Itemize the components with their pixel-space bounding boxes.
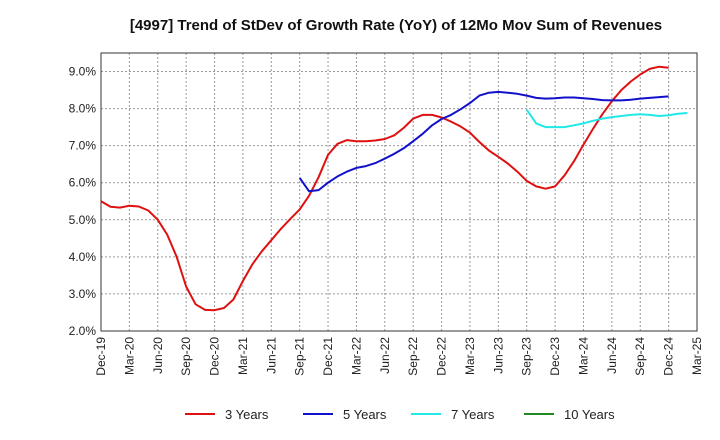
legend-label: 5 Years — [343, 407, 387, 422]
x-tick-label: Dec-21 — [321, 337, 335, 376]
series-line-7-years — [525, 109, 688, 129]
x-tick-label: Jun-23 — [491, 337, 505, 374]
x-tick-label: Jun-22 — [378, 337, 392, 374]
x-tick-label: Mar-22 — [349, 337, 363, 375]
x-tick-label: Mar-25 — [690, 337, 704, 375]
x-tick-label: Sep-21 — [293, 337, 307, 376]
y-tick-label: 2.0% — [69, 324, 97, 338]
y-tick-label: 7.0% — [69, 139, 97, 153]
y-tick-label: 8.0% — [69, 102, 97, 116]
legend-label: 7 Years — [451, 407, 495, 422]
y-tick-label: 9.0% — [69, 65, 97, 79]
x-tick-label: Sep-23 — [520, 337, 534, 376]
plot-frame — [100, 52, 698, 332]
x-tick-label: Dec-20 — [208, 337, 222, 376]
x-tick-label: Dec-19 — [94, 337, 108, 376]
x-tick-label: Sep-22 — [406, 337, 420, 376]
legend-label: 3 Years — [225, 407, 269, 422]
x-tick-label: Mar-21 — [236, 337, 250, 375]
y-axis: 9.0% 8.0% 7.0% 6.0% 5.0% 4.0% 3.0% 2.0% — [69, 65, 97, 338]
x-tick-label: Jun-21 — [264, 337, 278, 374]
x-tick-label: Sep-20 — [179, 337, 193, 376]
x-tick-label: Jun-24 — [605, 337, 619, 374]
y-tick-label: 6.0% — [69, 176, 97, 190]
legend: 3 Years 5 Years 7 Years 10 Years — [185, 407, 615, 422]
y-tick-label: 5.0% — [69, 213, 97, 227]
x-tick-label: Jun-20 — [151, 337, 165, 374]
legend-label: 10 Years — [564, 407, 615, 422]
x-tick-label: Dec-23 — [548, 337, 562, 376]
series-line-3-years — [100, 65, 669, 312]
x-tick-label: Sep-24 — [633, 337, 647, 376]
series-layer — [100, 65, 688, 312]
x-tick-label: Mar-23 — [463, 337, 477, 375]
plot-area — [100, 52, 698, 332]
y-tick-label: 3.0% — [69, 287, 97, 301]
chart-title: [4997] Trend of StDev of Growth Rate (Yo… — [130, 17, 662, 34]
grid — [100, 53, 698, 332]
x-tick-label: Mar-20 — [122, 337, 136, 375]
x-tick-label: Dec-24 — [662, 337, 676, 376]
x-tick-label: Mar-24 — [576, 337, 590, 375]
y-tick-label: 4.0% — [69, 250, 97, 264]
x-axis: Dec-19 Mar-20 Jun-20 Sep-20 Dec-20 Mar-21 Jun-… — [94, 337, 704, 376]
x-tick-label: Dec-22 — [435, 337, 449, 376]
series-line-5-years — [298, 90, 669, 193]
